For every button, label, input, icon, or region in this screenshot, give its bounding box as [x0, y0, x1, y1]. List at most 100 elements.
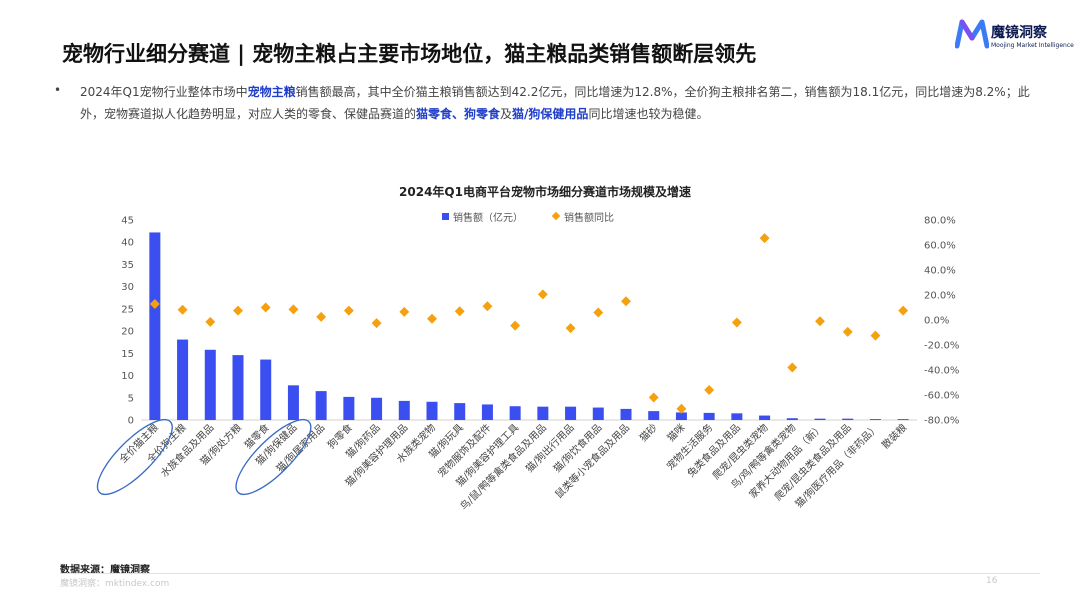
sales-bar — [426, 401, 438, 420]
sales-bar — [537, 406, 549, 420]
right-tick-label: -20.0% — [924, 341, 959, 352]
yoy-marker — [537, 289, 548, 300]
highlight-circle — [96, 419, 173, 495]
sales-bar — [398, 400, 410, 420]
category-label: 猫咪 — [664, 421, 687, 444]
yoy-marker — [787, 362, 798, 373]
yoy-marker — [260, 302, 271, 313]
sales-bar — [232, 355, 244, 420]
summary-highlight-2: 猫零食、狗零食 — [416, 107, 501, 121]
bar-series — [149, 232, 909, 420]
yoy-marker — [648, 392, 659, 403]
yoy-marker — [676, 403, 687, 414]
yoy-marker — [565, 323, 576, 334]
sales-bar — [177, 339, 189, 420]
sales-bar — [204, 349, 216, 420]
sales-bar — [703, 412, 715, 420]
highlight-circle — [235, 419, 312, 495]
right-tick-label: 80.0% — [924, 216, 956, 227]
yoy-marker — [842, 326, 853, 337]
right-tick-label: 20.0% — [924, 291, 956, 302]
left-tick-label: 0 — [128, 416, 134, 427]
sales-bar — [371, 397, 383, 420]
summary-paragraph: 2024年Q1宠物行业整体市场中宠物主粮销售额最高，其中全价猫主粮销售额达到42… — [80, 81, 1030, 125]
summary-highlight-3: 猫/狗保健用品 — [512, 107, 589, 121]
yoy-marker — [371, 318, 382, 329]
footer-divider — [60, 573, 1040, 574]
category-label: 散装粮 — [879, 421, 909, 451]
yoy-marker — [815, 316, 825, 327]
right-tick-label: -80.0% — [924, 416, 959, 427]
summary-text-4: 同比增速也较为稳健。 — [588, 107, 709, 121]
sales-bar — [565, 406, 577, 420]
summary-text-1: 2024年Q1宠物行业整体市场中 — [80, 85, 248, 99]
legend-marker-swatch — [551, 211, 561, 221]
summary-text-2: 销售额最高，其中全价猫主粮销售额达到42.2亿元，同比增速为12.8%，全价狗主… — [80, 85, 1030, 121]
sales-bar — [731, 413, 743, 420]
left-tick-label: 30 — [121, 282, 134, 293]
chart-legend: 销售额（亿元） 销售额同比 — [442, 211, 614, 224]
left-axis: 0 5 10 15 20 25 30 35 40 45 — [121, 216, 134, 427]
right-tick-label: 60.0% — [924, 241, 956, 252]
category-labels: 全价猫主粮全价狗主粮水族食品及用品猫/狗处方粮猫零食猫/狗保健品猫/狗居家用品狗… — [116, 421, 909, 513]
sales-bar — [675, 412, 687, 420]
brand-logo: 魔镜洞察 Moojing Market Intelligence — [955, 18, 1074, 58]
left-tick-label: 20 — [121, 327, 134, 338]
legend-marker-label: 销售额同比 — [564, 211, 614, 224]
left-tick-label: 15 — [121, 349, 134, 360]
data-source: 数据来源：魔镜洞察 — [60, 565, 150, 576]
watermark: 魔镜洞察：mktindex.com — [60, 579, 170, 589]
yoy-marker — [427, 313, 437, 324]
yoy-marker — [759, 233, 770, 244]
yoy-marker — [205, 316, 216, 327]
highlight-circles — [96, 419, 312, 495]
yoy-marker — [288, 304, 299, 315]
left-tick-label: 25 — [121, 304, 134, 315]
yoy-marker — [149, 299, 160, 309]
category-label: 猫砂 — [637, 421, 660, 444]
yoy-marker — [510, 320, 521, 331]
logo-english-name: Moojing Market Intelligence — [991, 42, 1074, 49]
sales-bar — [315, 391, 327, 420]
yoy-marker — [704, 385, 715, 395]
sales-bar — [509, 406, 521, 420]
sales-bar — [343, 396, 355, 420]
yoy-marker — [482, 301, 493, 312]
right-axis: -80.0% -60.0% -40.0% -20.0% 0.0% 20.0% 40.0% 60… — [924, 216, 959, 427]
yoy-marker — [731, 317, 742, 328]
yoy-marker — [316, 311, 327, 322]
yoy-marker — [399, 306, 410, 317]
yoy-marker — [621, 296, 631, 307]
yoy-marker — [343, 305, 354, 316]
yoy-marker — [870, 330, 881, 341]
sales-bar — [149, 232, 161, 420]
right-tick-label: 40.0% — [924, 266, 956, 277]
sales-bar — [287, 385, 299, 420]
yoy-marker — [233, 305, 243, 316]
sales-bar — [786, 418, 798, 420]
right-tick-label: -40.0% — [924, 366, 959, 377]
right-tick-label: 0.0% — [924, 316, 949, 327]
yoy-marker — [898, 305, 909, 316]
page-title: 宠物行业细分赛道 | 宠物主粮占主要市场地位，猫主粮品类销售额断层领先 — [62, 42, 757, 66]
summary-text-3: 及 — [500, 107, 513, 121]
bullet-marker: • — [54, 83, 62, 97]
sales-bar — [481, 404, 493, 420]
summary-highlight-1: 宠物主粮 — [247, 85, 296, 99]
sales-bar — [260, 359, 272, 420]
sales-bar — [814, 418, 826, 420]
sales-bar — [620, 408, 632, 420]
legend-bar-swatch — [442, 213, 449, 220]
sales-bar — [759, 415, 771, 420]
logo-m-icon — [955, 19, 989, 49]
sales-bar — [592, 407, 604, 420]
yoy-marker-series — [149, 233, 909, 414]
sales-bar — [648, 411, 660, 420]
left-tick-label: 5 — [128, 393, 134, 404]
yoy-marker — [593, 307, 604, 318]
yoy-marker — [177, 304, 188, 315]
sales-bar — [897, 419, 909, 420]
sales-bar — [454, 403, 466, 420]
left-tick-label: 40 — [121, 238, 134, 249]
left-tick-label: 35 — [121, 260, 134, 271]
